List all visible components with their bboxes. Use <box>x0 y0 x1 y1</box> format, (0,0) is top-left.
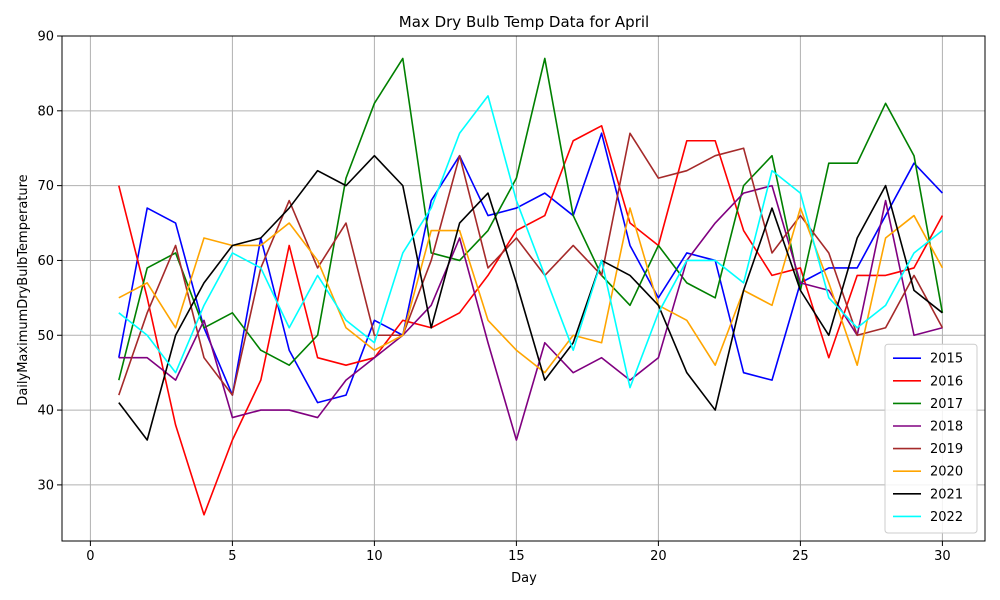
series-line-2020 <box>118 207 944 374</box>
series-line-2022 <box>118 95 943 389</box>
x-tick-label: 25 <box>792 549 809 564</box>
legend-label-2020: 2020 <box>930 465 963 480</box>
legend-label-2016: 2016 <box>930 374 963 389</box>
legend-box <box>884 343 978 534</box>
x-tick-label: 5 <box>228 549 236 564</box>
legend-label-2015: 2015 <box>930 352 963 367</box>
legend-label-2017: 2017 <box>930 397 963 412</box>
x-tick-label: 0 <box>86 549 94 564</box>
x-tick-label: 20 <box>650 549 667 564</box>
series-line-2017 <box>118 57 944 381</box>
series-line-2016 <box>118 124 944 516</box>
x-tick-label: 30 <box>934 549 951 564</box>
legend-label-2021: 2021 <box>930 487 963 502</box>
legend-label-2022: 2022 <box>930 510 963 525</box>
y-tick-label: 90 <box>37 30 54 45</box>
y-axis-label: DailyMaximumDryBulbTemperature <box>16 174 31 405</box>
legend-label-2019: 2019 <box>930 442 963 457</box>
y-axis-ticks: 30 40 50 60 70 80 90 <box>37 30 62 493</box>
y-tick-label: 70 <box>37 179 54 194</box>
series-lines <box>118 57 944 516</box>
y-tick-label: 60 <box>37 254 54 269</box>
series-line-2021 <box>118 154 943 441</box>
legend: 2015 2016 2017 2018 2019 2020 2021 2022 <box>884 343 978 534</box>
y-tick-label: 30 <box>37 478 54 493</box>
x-tick-label: 15 <box>508 549 525 564</box>
y-tick-label: 80 <box>37 104 54 119</box>
chart-title: Max Dry Bulb Temp Data for April <box>399 13 649 31</box>
legend-label-2018: 2018 <box>930 420 963 435</box>
x-axis-label: Day <box>511 571 537 586</box>
x-axis-ticks: 0 5 10 15 20 25 30 <box>86 541 951 564</box>
y-tick-label: 40 <box>37 404 54 419</box>
series-line-2018 <box>118 184 943 441</box>
plot-frame <box>61 35 986 542</box>
x-tick-label: 10 <box>366 549 383 564</box>
y-tick-label: 50 <box>37 329 54 344</box>
